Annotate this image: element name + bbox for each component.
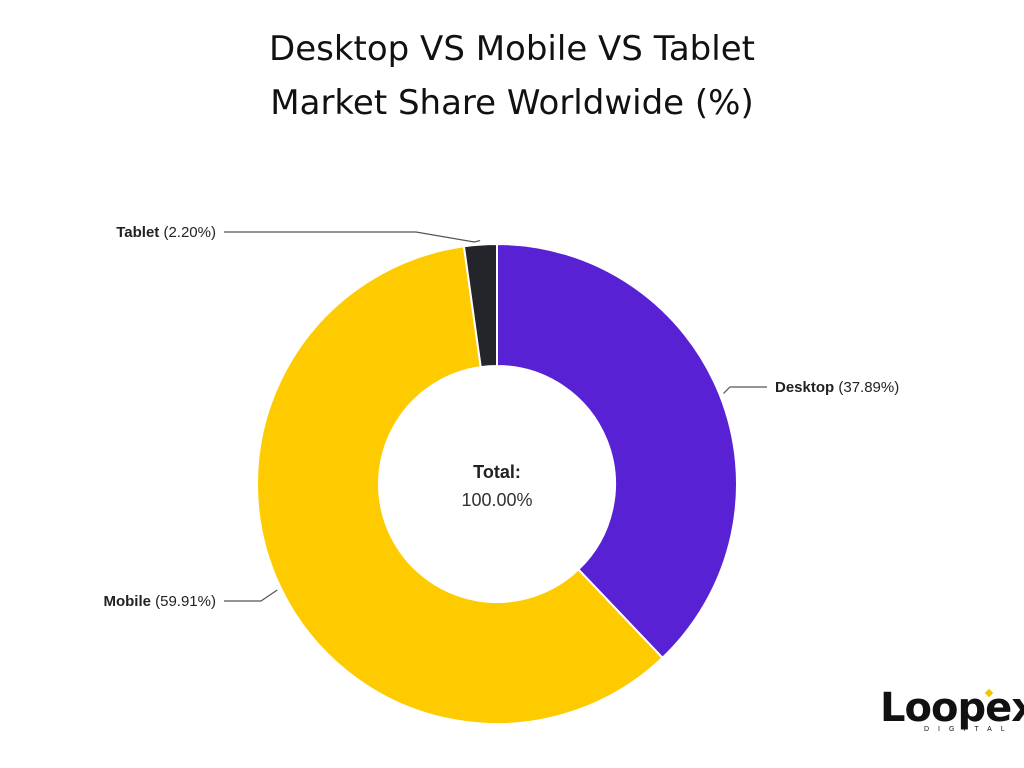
label-tablet-value: (2.20%) xyxy=(159,224,216,241)
logo-wordmark: Loopex xyxy=(880,685,1024,731)
label-mobile: Mobile (59.91%) xyxy=(103,593,216,610)
label-desktop: Desktop (37.89%) xyxy=(775,379,899,396)
slice-desktop xyxy=(496,242,738,660)
leader-line-mobile xyxy=(224,589,278,602)
chart-title-line-1: Desktop VS Mobile VS Tablet xyxy=(269,29,755,69)
slice-tablet xyxy=(462,242,498,369)
label-tablet-category: Tablet xyxy=(116,224,159,241)
slice-mobile xyxy=(256,245,664,725)
chart-title: Desktop VS Mobile VS Tablet Market Share… xyxy=(0,22,1024,130)
chart-title-line-2: Market Share Worldwide (%) xyxy=(270,83,754,123)
label-desktop-category: Desktop xyxy=(775,379,834,396)
center-total-label: Total: xyxy=(473,462,521,482)
label-mobile-value: (59.91%) xyxy=(151,593,216,610)
loopex-logo: Loopex DIGITAL xyxy=(880,685,1024,744)
center-total-value: 100.00% xyxy=(461,490,532,510)
leader-line-tablet xyxy=(224,231,481,243)
label-desktop-value: (37.89%) xyxy=(834,379,899,396)
leader-line-desktop xyxy=(723,386,767,394)
label-tablet: Tablet (2.20%) xyxy=(116,224,216,241)
logo-subtext: DIGITAL xyxy=(924,726,1014,733)
label-mobile-category: Mobile xyxy=(103,593,151,610)
